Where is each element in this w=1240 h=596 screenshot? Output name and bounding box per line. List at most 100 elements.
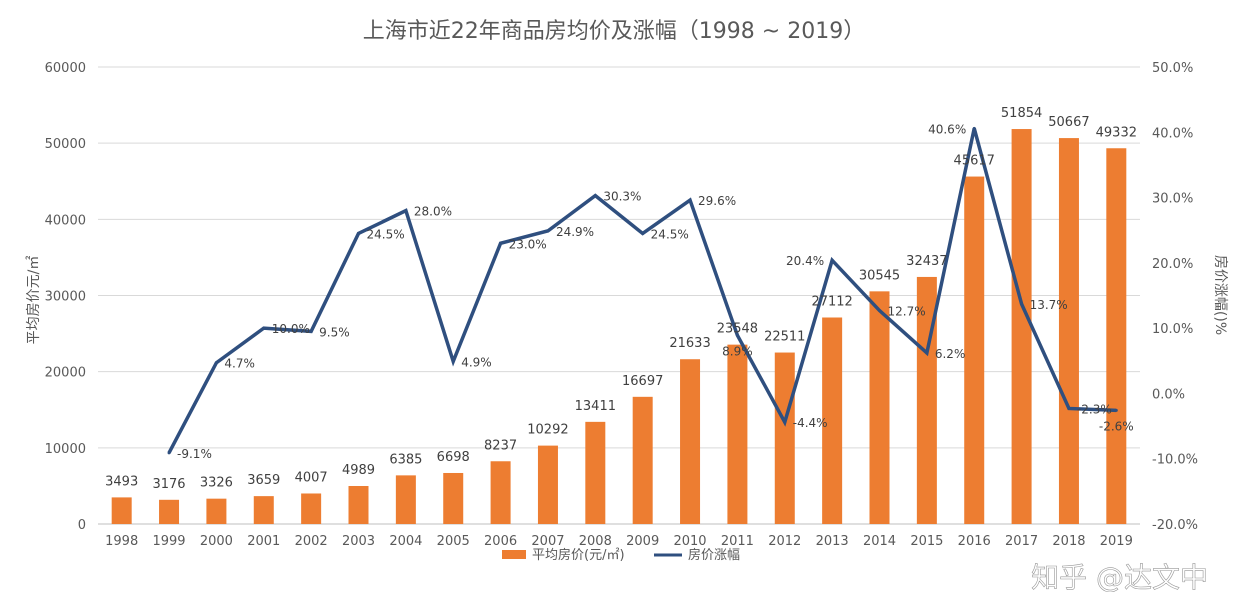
x-tick-label: 2009 [626,534,659,549]
data-labels: 3493 3176 3326 3659 4007 4989 6385 6698 8237 1029… [105,106,1137,492]
gridlines [98,66,1140,525]
x-tick-label: 2014 [863,534,896,549]
x-tick-label: 2016 [958,534,991,549]
line-point-2019 [1114,408,1118,412]
legend-bar-swatch [502,550,526,559]
bar-2012 [774,352,795,524]
bar-2008 [585,421,606,524]
line-point-2018 [1067,406,1071,410]
bar-2014 [869,291,890,524]
line-point-2012 [783,420,787,424]
bar-value-label: 8237 [484,438,517,453]
bar-2009 [632,396,653,524]
line-value-label: 10.0% [272,322,310,336]
bar-2015 [916,276,937,524]
bar-value-label: 3176 [152,477,185,492]
y-left-tick-label: 40000 [45,213,86,228]
line-point-2010 [688,198,692,202]
line-value-label: 24.5% [651,227,689,241]
line-value-label: 8.9% [722,344,753,358]
bar-2003 [348,486,369,524]
line-point-2016 [972,126,976,130]
y-left-tick-label: 20000 [45,366,86,381]
bar-2018 [1058,138,1079,524]
x-tick-label: 2000 [200,534,233,549]
y-right-tick-label: 50.0% [1152,61,1193,76]
line-value-label: 12.7% [888,305,926,319]
bar-value-label: 22511 [764,330,805,345]
x-tick-label: 2011 [721,534,754,549]
y-right-tick-label: 10.0% [1152,322,1193,337]
x-tick-label: 2005 [437,534,470,549]
line-value-label: -2.6% [1099,419,1134,433]
bar-2006 [490,461,511,524]
line-series [167,126,1118,455]
line-point-2008 [593,194,597,198]
line-point-1999 [167,451,171,455]
x-tick-label: 2003 [342,534,375,549]
x-tick-label: 2010 [673,534,706,549]
x-tick-label: 2006 [484,534,517,549]
y-right-tick-label: 30.0% [1152,192,1193,207]
bar-value-label: 21633 [669,336,710,351]
x-tick-label: 2015 [910,534,943,549]
bar-2004 [395,475,416,524]
bar-2000 [206,498,227,524]
chart-title: 上海市近22年商品房均价及涨幅（1998 ~ 2019） [363,19,865,44]
legend: 平均房价(元/㎡) 房价涨幅 [502,547,740,563]
y-left-tick-label: 30000 [45,290,86,305]
line-value-label: -2.3% [1077,402,1112,416]
bar-value-label: 13411 [575,399,616,414]
legend-bar-label: 平均房价(元/㎡) [532,547,625,563]
bar-value-label: 50667 [1048,115,1089,130]
bar-1999 [159,499,180,524]
axes: 0 10000 20000 30000 40000 50000 60000 -20.0% -10… [45,61,1198,549]
line-point-2017 [1020,302,1024,306]
x-tick-label: 1999 [152,534,185,549]
bar-value-label: 4989 [342,463,375,478]
y-axis-left-label: 平均房价元/㎡ [26,256,42,345]
line-value-label: 24.5% [367,227,405,241]
bar-2001 [253,496,274,524]
line-value-label: 9.5% [319,325,350,339]
y-right-tick-label: 20.0% [1152,257,1193,272]
bars [111,129,1127,525]
line-value-label: 20.4% [786,254,824,268]
y-left-tick-label: 10000 [45,442,86,457]
bar-value-label: 10292 [527,423,568,438]
line-point-2009 [641,231,645,235]
bar-value-label: 30545 [859,268,900,283]
bar-value-label: 45617 [954,154,995,169]
bar-2007 [537,445,558,524]
bar-2016 [964,176,985,524]
line-value-label: -4.4% [793,416,828,430]
line-value-label: 4.7% [224,357,255,371]
bar-value-label: 3326 [200,476,233,491]
line-value-label: -9.1% [177,447,212,461]
bar-value-label: 32437 [906,254,947,269]
line-point-2011 [735,333,739,337]
bar-2002 [301,493,322,524]
x-tick-label: 2007 [531,534,564,549]
bar-value-label: 51854 [1001,106,1042,121]
bar-value-label: 49332 [1096,125,1137,140]
bar-value-label: 3493 [105,474,138,489]
line-value-label: 23.0% [509,237,547,251]
line-point-2001 [262,326,266,330]
x-tick-label: 2004 [389,534,422,549]
bar-value-label: 16697 [622,374,663,389]
line-value-label: 13.7% [1030,298,1068,312]
y-left-tick-label: 60000 [45,61,86,76]
line-value-label: 6.2% [935,347,966,361]
y-left-tick-label: 0 [78,518,86,533]
line-value-label: 24.9% [556,225,594,239]
x-tick-label: 1998 [105,534,138,549]
line-value-label: 4.9% [461,355,492,369]
line-point-2003 [357,231,360,235]
bar-2011 [727,344,748,524]
bar-value-label: 6385 [389,452,422,467]
line-point-2004 [404,209,408,213]
line-value-label: 30.3% [603,190,641,204]
line-point-2014 [878,309,881,313]
